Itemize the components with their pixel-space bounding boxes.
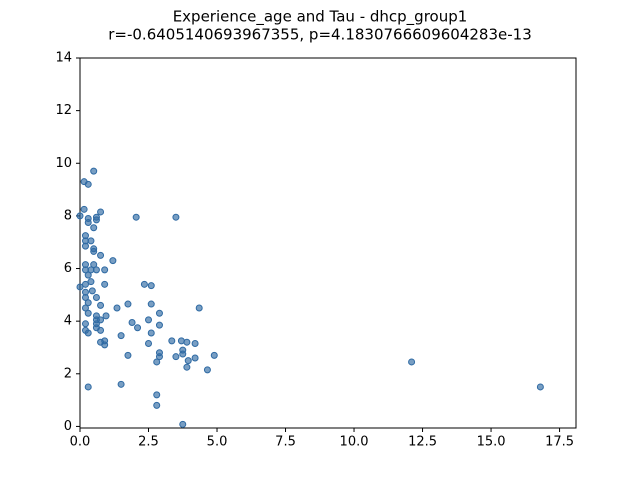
point — [101, 266, 109, 274]
point — [90, 167, 98, 175]
point — [90, 224, 98, 232]
point — [97, 251, 105, 259]
point — [81, 242, 89, 250]
point — [124, 351, 132, 359]
plot-frame — [79, 57, 577, 429]
point — [84, 383, 92, 391]
chart-subtitle: r=-0.6405140693967355, p=4.1830766609604… — [108, 26, 532, 44]
y-tick-label: 6 — [64, 261, 72, 276]
point — [84, 299, 92, 307]
point — [88, 287, 96, 295]
point — [117, 380, 125, 388]
y-tick-label: 0 — [64, 419, 72, 434]
point — [191, 340, 199, 348]
point — [84, 329, 92, 337]
point — [92, 266, 100, 274]
point — [168, 337, 176, 345]
y-tick-label: 2 — [64, 366, 72, 381]
point — [90, 247, 98, 255]
point — [101, 280, 109, 288]
point — [155, 321, 163, 329]
x-tick-label: 5.0 — [207, 435, 228, 450]
y-tick-label: 8 — [64, 208, 72, 223]
point — [147, 282, 155, 290]
x-tick-label: 0.0 — [70, 435, 91, 450]
point — [87, 237, 95, 245]
point — [97, 316, 105, 324]
point — [184, 357, 192, 365]
point — [172, 213, 180, 221]
point — [87, 278, 95, 286]
point — [128, 318, 136, 326]
point — [113, 304, 121, 312]
point — [81, 304, 89, 312]
point — [134, 324, 142, 332]
point — [92, 216, 100, 224]
point — [76, 212, 84, 220]
point — [183, 363, 191, 371]
point — [147, 300, 155, 308]
point — [97, 208, 105, 216]
x-tick-label: 7.5 — [275, 435, 296, 450]
point — [172, 353, 180, 361]
point — [84, 309, 92, 317]
x-tick-label: 17.5 — [545, 435, 574, 450]
point — [536, 383, 544, 391]
chart-title: Experience_age and Tau - dhcp_group1 — [173, 8, 468, 27]
x-tick-label: 10.0 — [340, 435, 369, 450]
point — [408, 358, 416, 366]
point — [76, 283, 84, 291]
y-tick-label: 10 — [55, 156, 72, 171]
point — [145, 316, 153, 324]
point — [90, 261, 98, 269]
point — [84, 218, 92, 226]
point — [97, 326, 105, 334]
point — [183, 338, 191, 346]
point — [92, 293, 100, 301]
point — [153, 358, 161, 366]
point — [145, 340, 153, 348]
point — [84, 180, 92, 188]
point — [117, 332, 125, 340]
point — [124, 300, 132, 308]
point — [81, 320, 89, 328]
point — [132, 213, 140, 221]
point — [179, 420, 187, 428]
point — [153, 401, 161, 409]
point — [153, 391, 161, 399]
point — [140, 280, 148, 288]
point — [195, 304, 203, 312]
x-tick-label: 12.5 — [408, 435, 437, 450]
point — [101, 341, 109, 349]
point — [81, 280, 89, 288]
y-tick-label: 14 — [55, 51, 72, 66]
y-tick-label: 4 — [64, 314, 72, 329]
point — [97, 301, 105, 309]
point — [210, 351, 218, 359]
x-tick-label: 15.0 — [477, 435, 506, 450]
point — [155, 353, 163, 361]
point — [80, 205, 88, 213]
point — [109, 257, 117, 265]
point — [102, 312, 110, 320]
point — [179, 350, 187, 358]
point — [84, 271, 92, 279]
point — [81, 293, 89, 301]
point — [147, 329, 155, 337]
point — [203, 366, 211, 374]
point — [155, 309, 163, 317]
x-tick-label: 2.5 — [138, 435, 159, 450]
point — [191, 354, 199, 362]
y-tick-label: 12 — [55, 103, 72, 118]
